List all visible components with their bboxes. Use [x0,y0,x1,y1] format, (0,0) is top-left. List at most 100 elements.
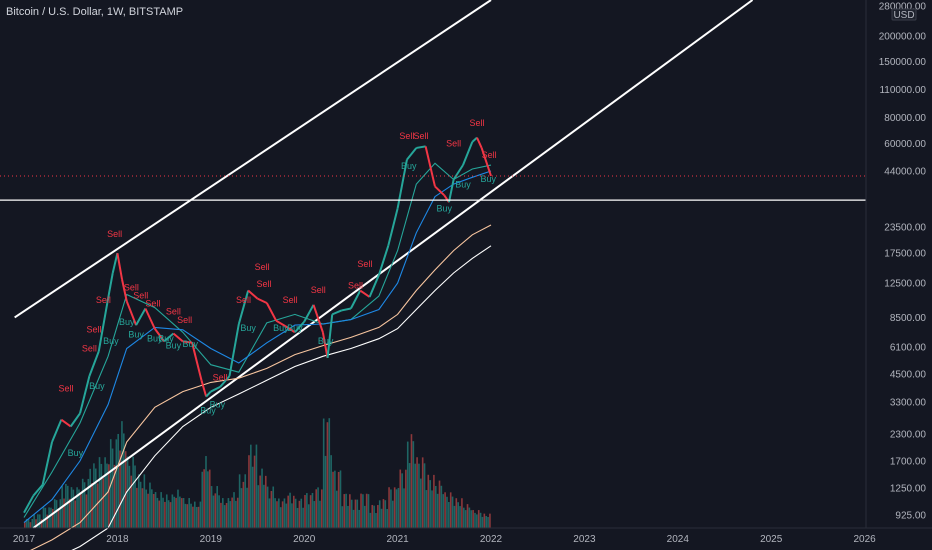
volume-bar [89,468,91,528]
chart-title: Bitcoin / U.S. Dollar, 1W, BITSTAMP [6,6,184,18]
price-segment [111,252,119,274]
volume-bar [263,484,265,528]
volume-bar [272,486,275,528]
buy-signal-label: Buy [401,161,417,171]
volume-bar [474,512,476,528]
volume-bar [466,504,469,528]
volume-bar [455,498,458,528]
volume-bar [360,493,362,528]
price-segment [434,185,445,197]
volume-bar [173,496,176,528]
volume-bar [462,507,465,528]
volume-bar [145,489,148,528]
volume-bar [289,492,291,528]
volume-bar [74,500,77,528]
volume-bar [334,470,336,528]
volume-bar [193,501,196,528]
x-tick-label: 2026 [853,534,876,545]
volume-bar [27,518,30,528]
volume-bar [57,509,60,528]
volume-bar [395,489,398,528]
price-segment [144,308,156,330]
volume-bar [46,514,49,528]
volume-bar [386,508,388,528]
volume-bar [453,505,456,528]
buy-signal-label: Buy [68,448,84,458]
volume-bar [481,516,484,528]
y-tick-label: 80000.00 [884,113,926,124]
price-segment [69,412,81,428]
volume-bar [66,485,69,528]
price-segment [476,137,483,149]
volume-bar [179,496,181,528]
sell-signal-label: Sell [413,131,428,141]
price-layer [23,136,492,514]
y-unit-box [891,8,917,21]
volume-bar [48,507,50,528]
volume-bar [78,489,80,528]
y-tick-label: 60000.00 [884,139,926,150]
volume-bar [169,502,172,528]
volume-bar [38,514,41,528]
volume-bar [311,492,314,528]
sell-signal-label: Sell [469,118,484,128]
y-tick-label: 3300.00 [890,397,927,408]
y-tick-label: 4500.00 [890,370,927,381]
price-segment [23,495,35,514]
price-segment [191,342,203,381]
volume-bar [485,516,487,528]
volume-bar [418,463,420,528]
volume-bar [281,501,284,528]
volume-bar [156,497,159,528]
volume-bar [292,495,295,528]
volume-bar [487,516,489,528]
moving-average-line [71,245,492,550]
volume-layer [24,418,491,528]
volume-bar [91,482,93,528]
volume-bar [70,487,73,528]
buy-signal-label: Buy [455,180,471,190]
volume-bar [115,439,118,528]
y-tick-label: 200000.00 [879,32,927,43]
volume-bar [339,470,342,528]
volume-bar [177,489,179,528]
price-segment [265,302,278,322]
volume-bar [37,514,39,528]
volume-bar [229,501,232,528]
volume-bar [106,463,108,528]
volume-bar [330,455,332,528]
volume-bar [167,500,170,528]
volume-bar [63,498,65,528]
y-tick-label: 150000.00 [879,57,927,68]
x-tick-label: 2022 [480,534,503,545]
volume-bar [210,486,213,528]
volume-bar [55,500,58,528]
volume-bar [285,503,288,528]
volume-bar [380,508,383,528]
volume-bar [451,496,454,528]
volume-bar [137,474,140,528]
volume-bar [33,514,35,528]
sell-signal-label: Sell [482,150,497,160]
volume-bar [363,505,366,528]
price-segment [406,147,418,161]
volume-bar [147,493,149,528]
volume-bar [337,471,340,528]
buy-signal-label: Buy [128,329,144,339]
buy-signal-label: Buy [119,317,135,327]
volume-bar [139,481,142,528]
volume-bar [132,456,134,528]
sell-signal-label: Sell [236,295,251,305]
volume-bar [233,492,235,528]
price-segment [210,385,221,393]
volume-bar [108,464,110,528]
volume-bar [259,475,261,528]
y-tick-label: 44000.00 [884,167,926,178]
price-segment [321,332,329,359]
price-segment [200,380,208,397]
volume-bar [304,495,306,528]
volume-bar [102,478,105,528]
volume-bar [459,506,461,528]
volume-bar [438,480,441,528]
